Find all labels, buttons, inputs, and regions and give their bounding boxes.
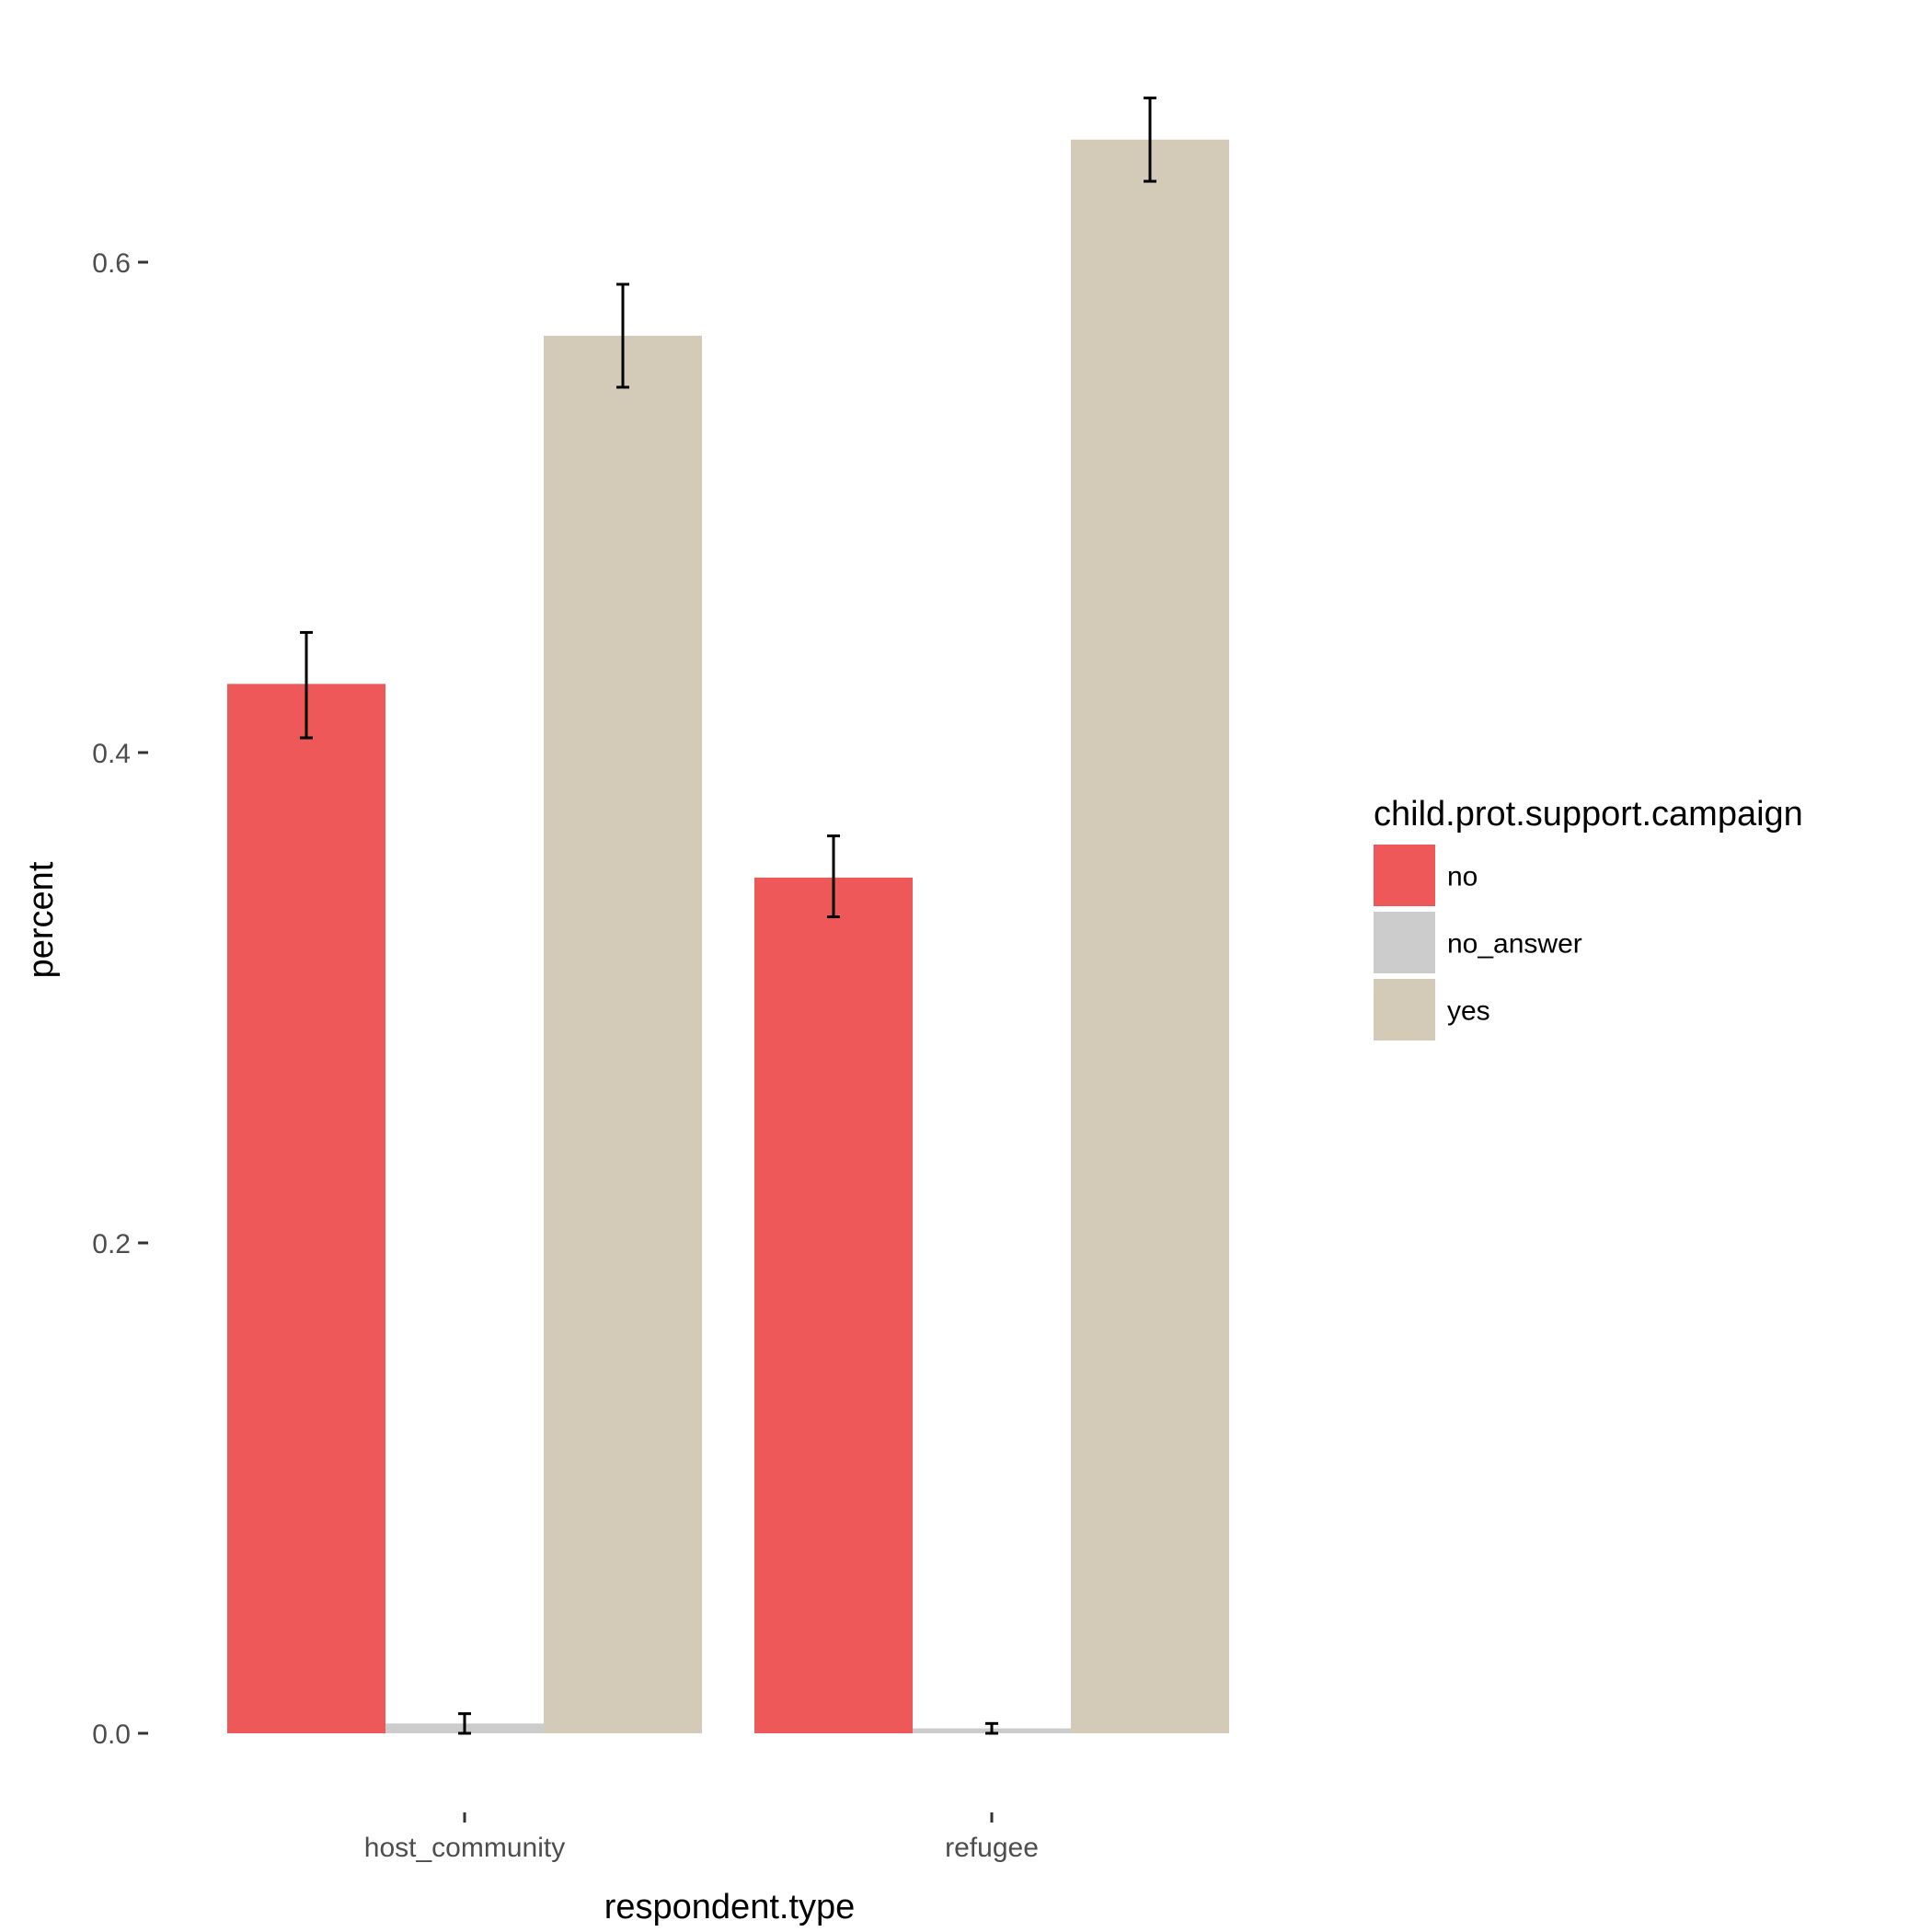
legend-key-no (1374, 845, 1435, 906)
y-tick-label: 0.4 (92, 739, 131, 769)
y-axis: 0.0 0.2 0.4 0.6 (92, 248, 148, 1750)
legend-key-no_answer (1374, 912, 1435, 973)
plot-area (227, 96, 1229, 1735)
legend-label-yes: yes (1447, 996, 1490, 1027)
bar-no-host_community (227, 684, 385, 1733)
bar-no-refugee (754, 877, 913, 1733)
legend: child.prot.support.campaign no no_answery… (1374, 795, 1803, 1041)
y-tick-label: 0.0 (92, 1719, 131, 1750)
error-bar (458, 1712, 471, 1735)
legend-key-yes (1374, 979, 1435, 1041)
error-bar (985, 1721, 998, 1735)
x-tick-label: refugee (945, 1833, 1039, 1863)
x-tick-label: host_community (364, 1833, 565, 1863)
x-axis-title: respondent.type (604, 1888, 856, 1926)
bar-yes-host_community (544, 335, 702, 1734)
y-tick-label: 0.6 (92, 248, 131, 279)
error-bar (827, 834, 840, 919)
bar-yes-refugee (1071, 139, 1229, 1733)
x-axis: host_community refugee (364, 1812, 1039, 1863)
error-bar (1144, 96, 1156, 183)
legend-label-no: no (1447, 862, 1478, 892)
y-tick-label: 0.2 (92, 1229, 131, 1259)
y-axis-title: percent (22, 861, 61, 978)
legend-title: child.prot.support.campaign (1374, 795, 1803, 834)
error-bar (300, 630, 313, 740)
legend-label-no_answer: no_answer (1447, 929, 1582, 960)
error-bar (616, 282, 629, 389)
